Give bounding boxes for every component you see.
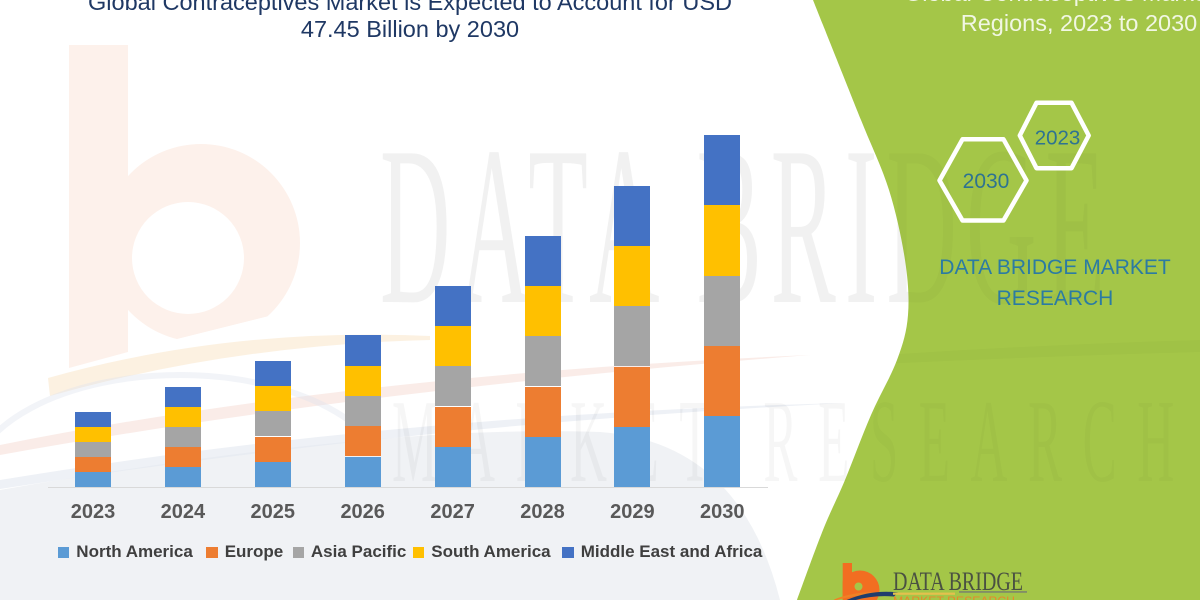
svg-text:2030: 2030 xyxy=(963,170,1010,193)
svg-text:DATA BRIDGE: DATA BRIDGE xyxy=(893,567,1023,596)
svg-text:MARKET RESEARCH: MARKET RESEARCH xyxy=(893,594,1015,600)
svg-text:2023: 2023 xyxy=(1035,127,1081,150)
